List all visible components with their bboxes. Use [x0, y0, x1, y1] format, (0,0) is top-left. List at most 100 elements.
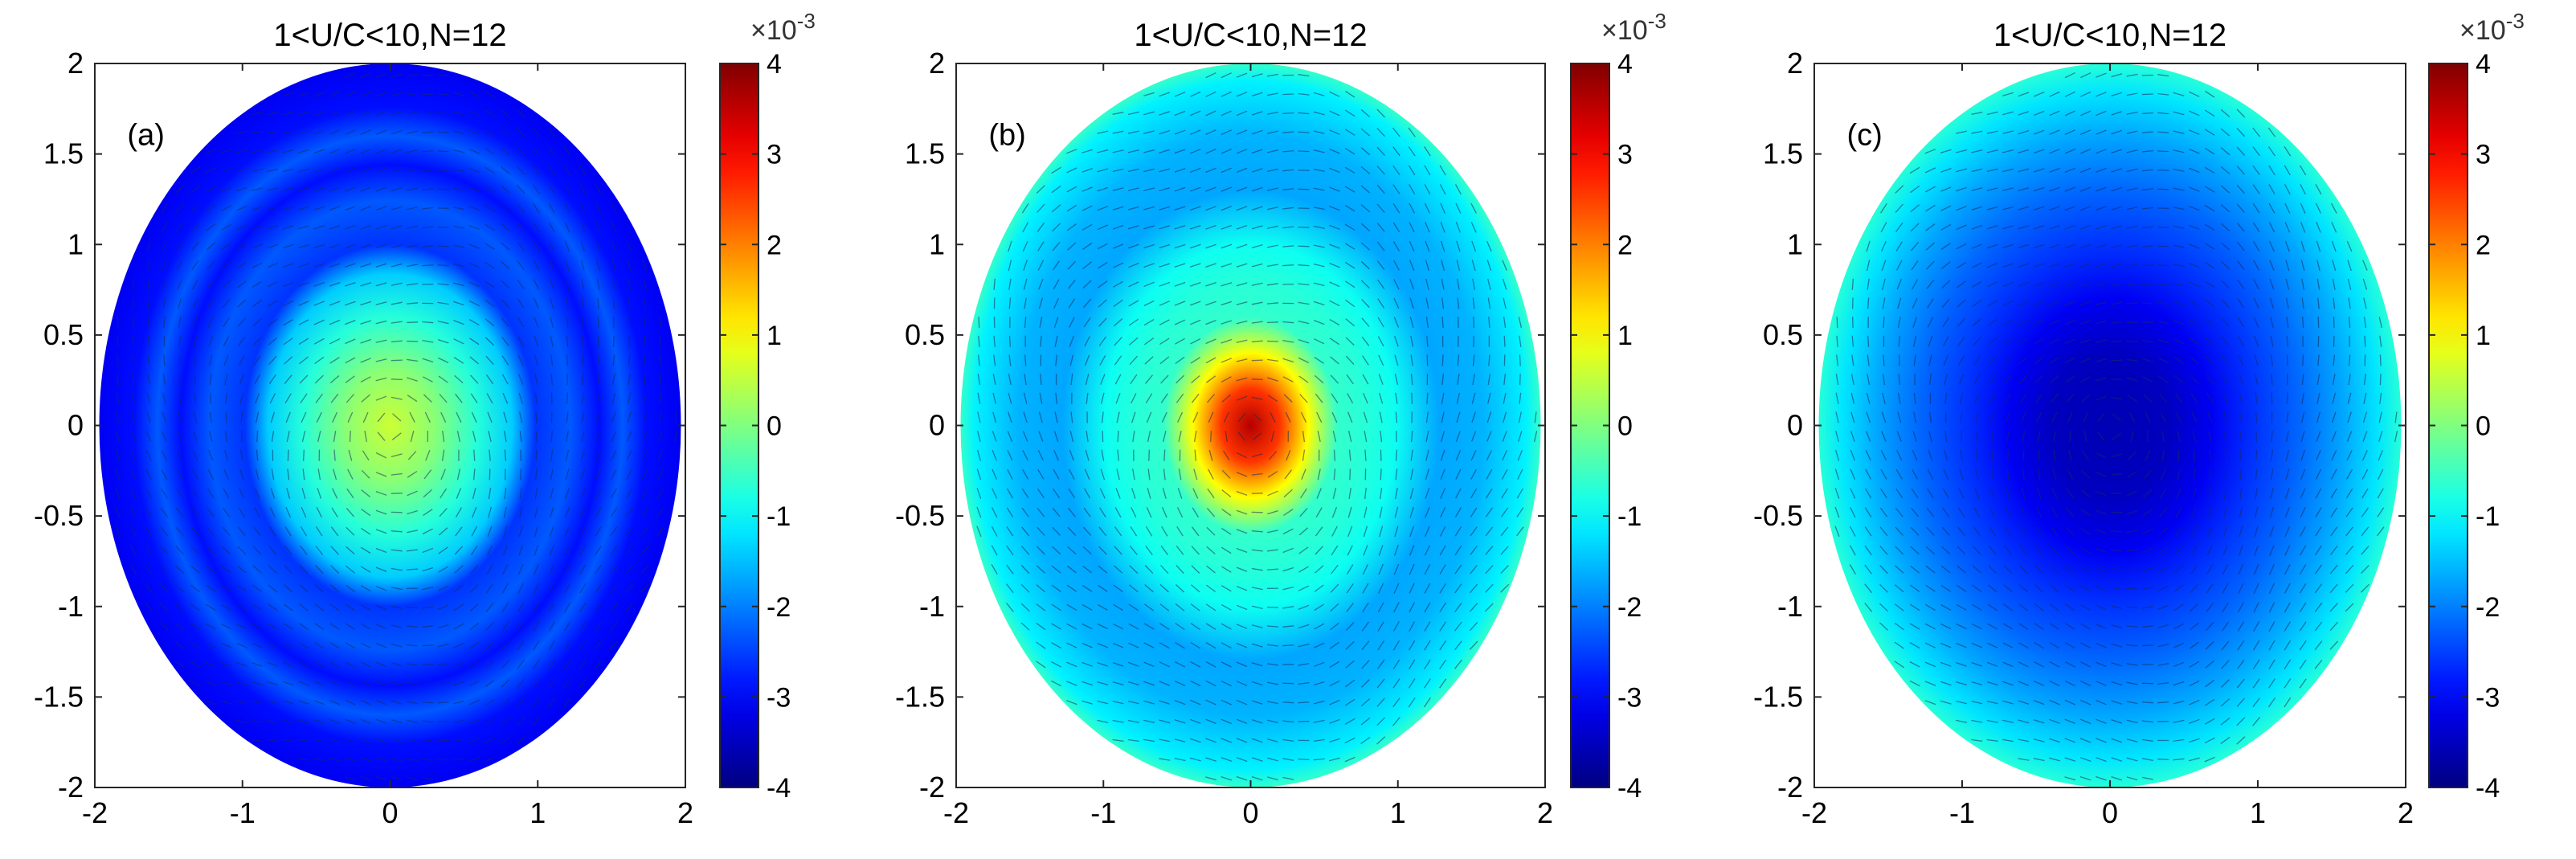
quiver-arrow	[1283, 489, 1293, 498]
quiver-arrow	[253, 526, 261, 537]
quiver-arrow	[2080, 376, 2091, 382]
quiver-arrow	[1360, 108, 1371, 117]
quiver-arrow	[1221, 358, 1233, 363]
quiver-arrow	[2379, 354, 2382, 366]
quiver-arrow	[375, 358, 387, 362]
quiver-arrow	[223, 317, 231, 328]
quiver-arrow	[976, 468, 982, 481]
quiver-arrow	[2189, 738, 2200, 743]
quiver-arrow	[2377, 488, 2384, 499]
quiver-arrow	[269, 507, 276, 518]
quiver-arrow	[1454, 564, 1462, 575]
quiver-arrow	[2080, 585, 2091, 592]
quiver-arrow	[1097, 700, 1109, 705]
quiver-arrow	[422, 264, 434, 267]
quiver-arrow	[283, 603, 293, 612]
colorbar-tick-label: 0	[2476, 411, 2491, 442]
quiver-arrow	[1426, 392, 1429, 404]
quiver-arrow	[1331, 564, 1339, 575]
quiver-arrow	[453, 301, 464, 306]
quiver-arrow	[145, 488, 153, 499]
quiver-arrow	[2018, 738, 2030, 742]
quiver-arrow	[1161, 506, 1167, 518]
quiver-arrow	[422, 112, 434, 115]
quiver-arrow	[2314, 545, 2322, 556]
quiver-arrow	[1364, 506, 1368, 518]
quiver-arrow	[162, 297, 166, 309]
quiver-arrow	[1957, 280, 1967, 288]
quiver-arrow	[1928, 335, 1933, 347]
quiver-arrow	[1054, 335, 1058, 347]
quiver-arrow	[1038, 411, 1043, 423]
quiver-arrow	[1411, 392, 1413, 404]
quiver-arrow	[117, 335, 119, 347]
field-heatmap	[960, 63, 1541, 787]
quiver-arrow	[2158, 546, 2169, 554]
quiver-arrow	[1282, 169, 1294, 172]
quiver-arrow	[268, 584, 278, 593]
quiver-arrow	[1021, 507, 1029, 517]
quiver-arrow	[220, 205, 232, 211]
quiver-arrow	[191, 260, 199, 271]
quiver-arrow	[2018, 661, 2029, 668]
quiver-arrow	[1267, 757, 1278, 762]
quiver-arrow	[1112, 187, 1124, 191]
quiver-arrow	[1221, 376, 1232, 382]
quiver-arrow	[360, 699, 371, 706]
quiver-arrow	[1174, 738, 1186, 742]
quiver-arrow	[2111, 624, 2123, 628]
quiver-arrow	[2145, 411, 2151, 423]
quiver-arrow	[1973, 526, 1981, 537]
quiver-arrow	[1116, 468, 1120, 481]
quiver-arrow	[390, 775, 403, 781]
quiver-arrow	[1882, 374, 1886, 386]
quiver-arrow	[1174, 110, 1186, 117]
quiver-arrow	[1986, 700, 1998, 705]
quiver-arrow	[1144, 356, 1154, 365]
quiver-arrow	[300, 545, 308, 555]
quiver-arrow	[1361, 660, 1370, 669]
quiver-arrow	[1925, 584, 1936, 592]
quiver-arrow	[2141, 149, 2153, 153]
quiver-arrow	[595, 184, 602, 195]
quiver-arrow	[422, 93, 434, 96]
quiver-arrow	[1282, 586, 1294, 591]
quiver-arrow	[2064, 186, 2076, 192]
quiver-arrow	[1143, 700, 1155, 705]
quiver-arrow	[314, 584, 324, 593]
quiver-arrow	[360, 566, 371, 573]
quiver-arrow	[1282, 321, 1294, 324]
quiver-arrow	[1364, 430, 1368, 443]
quiver-arrow	[2174, 393, 2183, 403]
quiver-arrow	[992, 374, 996, 386]
quiver-arrow	[1300, 411, 1307, 423]
quiver-arrow	[1502, 450, 1508, 461]
quiver-arrow	[190, 185, 200, 194]
quiver-arrow	[1114, 374, 1122, 385]
quiver-arrow	[2252, 640, 2260, 651]
quiver-arrow	[346, 546, 355, 554]
quiver-arrow	[1267, 206, 1278, 211]
quiver-arrow	[1237, 432, 1246, 441]
quiver-arrow	[2126, 73, 2138, 77]
quiver-arrow	[1909, 623, 1920, 630]
quiver-arrow	[1928, 354, 1932, 366]
quiver-arrow	[1393, 297, 1400, 309]
quiver-arrow	[1023, 411, 1028, 423]
quiver-arrow	[267, 187, 279, 191]
quiver-arrow	[1394, 526, 1399, 538]
quiver-arrow	[1189, 738, 1201, 743]
quiver-arrow	[1925, 603, 1936, 611]
quiver-arrow	[1329, 243, 1340, 249]
quiver-arrow	[1251, 282, 1263, 286]
quiver-arrow	[1194, 449, 1196, 461]
quiver-arrow	[2111, 530, 2123, 533]
quiver-arrow	[563, 621, 571, 632]
quiver-arrow	[2345, 603, 2354, 612]
quiver-arrow	[1221, 263, 1233, 268]
quiver-arrow	[1973, 374, 1981, 385]
quiver-arrow	[1251, 301, 1263, 305]
quiver-arrow	[1441, 354, 1444, 366]
quiver-arrow	[1974, 392, 1980, 404]
quiver-arrow	[453, 584, 464, 592]
